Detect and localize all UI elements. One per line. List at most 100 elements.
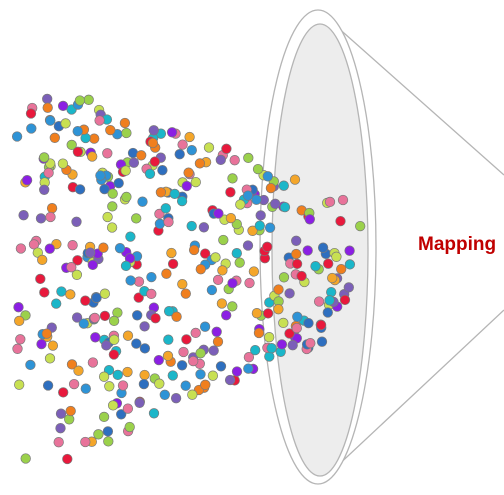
particle-dot — [190, 327, 201, 339]
particle-dot — [98, 411, 110, 423]
particle-dot — [324, 196, 336, 208]
particle-dot — [215, 361, 227, 372]
particle-dot — [200, 248, 211, 259]
particle-dot — [284, 288, 295, 299]
particle-dot — [154, 218, 166, 229]
particle-dot — [146, 288, 157, 300]
particle-dot — [169, 188, 180, 200]
particle-dot — [304, 214, 315, 225]
particle-dot — [89, 312, 100, 324]
particle-dot — [83, 94, 94, 105]
particle-dot — [149, 156, 161, 167]
particle-dot — [355, 220, 366, 232]
particle-dot — [13, 302, 24, 313]
particle-dot — [68, 378, 80, 390]
particle-dot — [36, 338, 47, 350]
particle-dot — [231, 366, 243, 377]
particle-dot — [225, 212, 237, 224]
particle-dot — [231, 248, 242, 259]
particle-dot — [278, 317, 289, 329]
particle-dot — [99, 183, 110, 195]
particle-dot — [103, 436, 114, 447]
particle-dot — [58, 387, 69, 398]
particle-dot — [74, 95, 86, 106]
particle-dot — [57, 158, 69, 169]
particle-dot — [35, 213, 47, 224]
particle-dot — [221, 143, 232, 154]
particle-dot — [80, 383, 91, 394]
particle-dot — [167, 370, 178, 381]
particle-dot — [216, 298, 228, 309]
particle-dot — [137, 196, 148, 207]
particle-dot — [66, 359, 78, 370]
particle-dot — [102, 426, 114, 437]
particle-dot — [243, 363, 254, 374]
particle-dot — [252, 163, 264, 175]
particle-dot — [254, 220, 265, 231]
particle-dot — [147, 137, 159, 149]
particle-dot — [105, 124, 116, 136]
particle-dot — [296, 270, 307, 282]
particle-dot — [107, 400, 119, 411]
particle-dot — [234, 257, 245, 268]
particle-dot — [166, 127, 178, 138]
particle-dot — [217, 265, 228, 276]
particle-dot — [44, 243, 55, 254]
particle-dot — [336, 263, 347, 275]
particle-dot — [15, 334, 26, 345]
particle-dot — [107, 201, 118, 212]
particle-dot — [221, 310, 232, 321]
particle-dot — [93, 429, 104, 440]
particle-dot — [113, 177, 124, 189]
particle-dot — [131, 338, 142, 349]
particle-dot — [138, 378, 150, 390]
particle-dot — [47, 340, 59, 351]
particle-dot — [278, 180, 289, 191]
particle-dot — [279, 201, 291, 213]
particle-dot — [180, 380, 191, 391]
particle-dot — [102, 148, 113, 159]
particle-dot — [71, 269, 83, 280]
particle-dot — [121, 127, 132, 139]
particle-dot — [266, 343, 277, 354]
particle-dot — [139, 369, 150, 381]
particle-dot — [104, 381, 115, 392]
particle-dot — [35, 273, 46, 285]
particle-dot — [65, 405, 76, 417]
particle-dot — [273, 284, 284, 295]
particle-dot — [194, 158, 206, 169]
particle-dot — [262, 308, 274, 319]
particle-dot — [65, 289, 76, 300]
particle-dot — [291, 235, 302, 246]
particle-dot — [291, 248, 302, 260]
particle-dot — [56, 286, 67, 297]
particle-dot — [87, 151, 98, 162]
particle-dot — [174, 149, 185, 160]
particle-dot — [203, 142, 215, 153]
particle-dot — [150, 313, 161, 324]
particle-dot — [284, 328, 295, 339]
particle-dot — [206, 284, 218, 296]
particle-dot — [264, 332, 275, 343]
particle-dot — [160, 203, 171, 214]
particle-dot — [303, 317, 314, 329]
particle-dot — [195, 348, 206, 359]
particle-dot — [133, 292, 144, 303]
particle-dot — [339, 294, 351, 306]
particle-dot — [184, 131, 195, 143]
particle-dot — [181, 334, 192, 345]
particle-dot — [125, 231, 136, 242]
particle-dot — [71, 312, 83, 323]
particle-dot — [98, 242, 109, 253]
particle-dot — [224, 374, 236, 386]
particle-dot — [112, 369, 123, 381]
particle-dot — [153, 354, 164, 366]
particle-dot — [14, 315, 25, 327]
particle-dot — [211, 326, 222, 337]
particle-dot — [42, 102, 53, 113]
particle-dot — [62, 453, 73, 465]
particle-dot — [213, 208, 224, 219]
particle-dot — [80, 132, 91, 144]
particle-dot — [87, 357, 99, 368]
particle-dot — [41, 328, 52, 339]
